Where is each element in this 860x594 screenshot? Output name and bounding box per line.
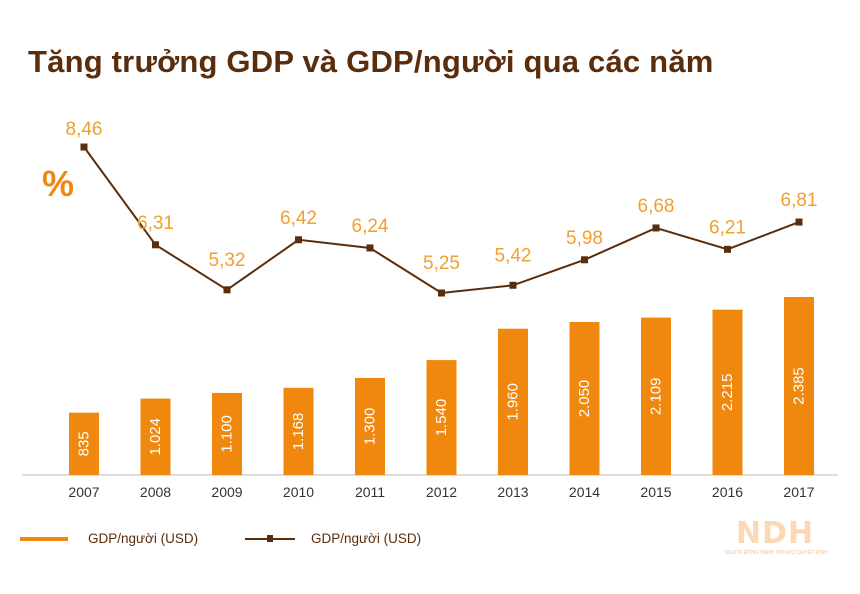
legend-bar-swatch xyxy=(20,536,68,541)
bar-value-label: 1.168 xyxy=(290,413,307,451)
legend-line-swatch xyxy=(245,534,295,542)
bar-value-label: 2.385 xyxy=(791,367,808,405)
line-marker xyxy=(223,286,231,294)
line-marker xyxy=(724,245,731,253)
chart-title: Tăng trưởng GDP và GDP/người qua các năm xyxy=(28,44,714,79)
x-tick-label: 2012 xyxy=(426,484,457,500)
percent-symbol: % xyxy=(42,163,74,204)
x-tick-label: 2011 xyxy=(355,484,385,500)
line-value-label: 8,46 xyxy=(66,119,103,140)
line-marker xyxy=(509,281,517,289)
bar xyxy=(426,360,457,475)
line-marker xyxy=(295,236,302,244)
legend-line-label: GDP/người (USD) xyxy=(311,531,422,546)
bar-value-label: 835 xyxy=(76,431,93,456)
line-value-label: 6,24 xyxy=(352,216,389,237)
line-value-label: 5,32 xyxy=(209,250,246,271)
x-tick-label: 2009 xyxy=(211,484,242,500)
bar-value-label: 1.300 xyxy=(362,408,379,446)
x-tick-label: 2010 xyxy=(283,484,314,500)
bar xyxy=(283,387,314,475)
bar xyxy=(784,297,814,475)
bar-value-label: 1.960 xyxy=(505,383,522,421)
ndh-logo: NDH NGƯỜI ĐỒNG HÀNH VỚI MỌI QUYẾT ĐỊNH xyxy=(725,516,828,562)
logo-tagline: NGƯỜI ĐỒNG HÀNH VỚI MỌI QUYẾT ĐỊNH xyxy=(725,550,828,556)
bar xyxy=(498,328,528,475)
x-tick-label: 2013 xyxy=(497,484,528,500)
line-value-label: 6,42 xyxy=(280,208,317,229)
x-tick-label: 2017 xyxy=(783,484,814,500)
bar xyxy=(140,398,171,475)
line-marker xyxy=(652,224,660,232)
line-marker xyxy=(581,256,588,264)
line-marker xyxy=(152,241,159,249)
bar-value-label: 1.100 xyxy=(219,415,236,453)
bar-value-label: 2.215 xyxy=(719,374,736,412)
line-value-label: 6,21 xyxy=(709,217,746,238)
line-value-label: 6,31 xyxy=(137,213,174,234)
legend-bar-label: GDP/người (USD) xyxy=(88,531,199,546)
line-value-label: 5,42 xyxy=(495,245,532,266)
line-value-label: 5,98 xyxy=(566,228,603,249)
x-tick-label: 2008 xyxy=(140,484,171,500)
bar xyxy=(712,309,743,475)
line-marker xyxy=(438,289,445,297)
bar xyxy=(641,317,671,475)
line-value-label: 6,68 xyxy=(638,196,675,217)
line-marker xyxy=(366,244,374,252)
x-tick-label: 2016 xyxy=(712,484,743,500)
bar-value-label: 1.540 xyxy=(433,399,450,437)
bar-value-label: 1.024 xyxy=(147,418,164,456)
bar xyxy=(212,392,242,475)
line-value-label: 6,81 xyxy=(781,190,818,211)
logo-mark: NDH xyxy=(735,516,815,551)
x-tick-label: 2007 xyxy=(68,484,99,500)
legend-line-entry: GDP/người (USD) xyxy=(245,531,421,546)
line-value-label: 5,25 xyxy=(423,253,460,274)
bar xyxy=(355,377,385,475)
x-tick-label: 2014 xyxy=(569,484,600,500)
line-marker xyxy=(795,218,803,226)
bar xyxy=(69,412,99,475)
bar-value-label: 2.050 xyxy=(576,380,593,418)
line-marker xyxy=(80,143,88,151)
bar xyxy=(569,322,600,475)
bar-value-label: 2.109 xyxy=(648,378,665,416)
x-tick-label: 2015 xyxy=(640,484,671,500)
legend-bar-entry: GDP/người (USD) xyxy=(20,531,198,546)
